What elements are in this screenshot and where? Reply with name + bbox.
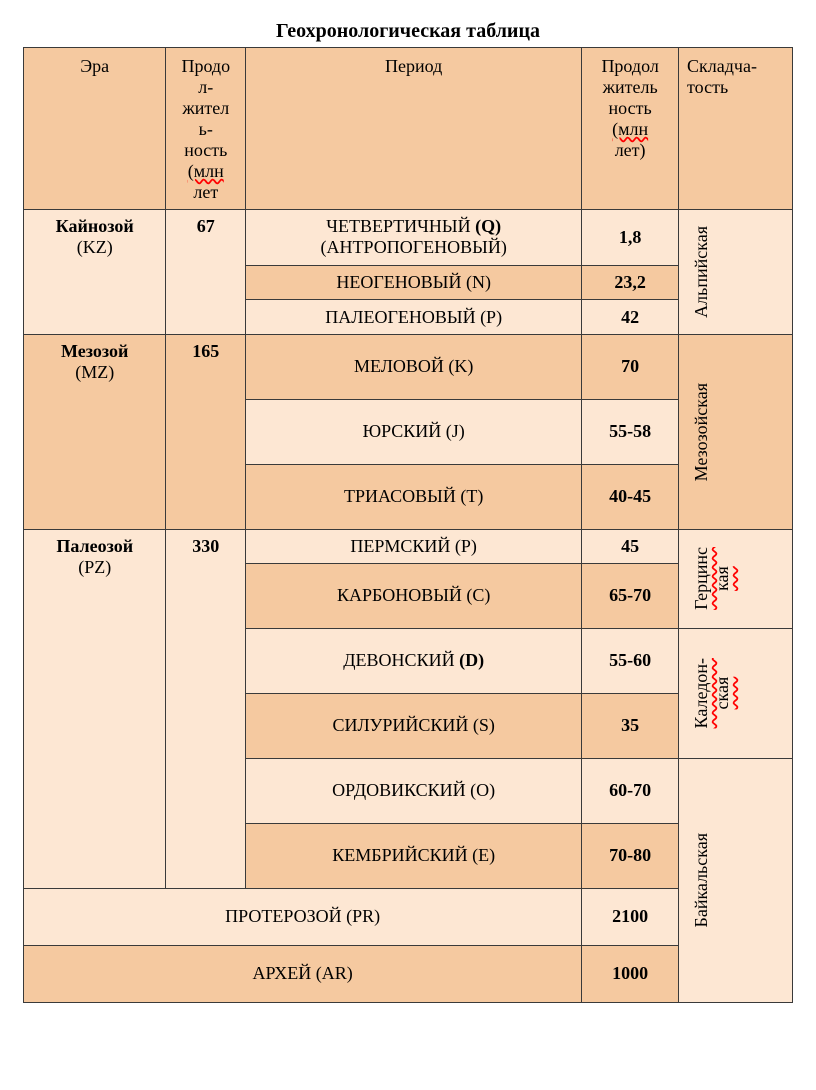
table-row: ПРОТЕРОЗОЙ (PR) 2100: [24, 888, 793, 945]
period-dur: 42: [582, 300, 679, 335]
th-dur2: Продол житель ность (млн лет): [582, 48, 679, 210]
geo-table: Эра Продо л- жител ь- ность (млн лет Пер…: [23, 47, 793, 1003]
period-cell: МЕЛОВОЙ (K): [246, 334, 582, 399]
period-cell: ПЕРМСКИЙ (P): [246, 529, 582, 563]
era-cell-kz: Кайнозой (KZ): [24, 210, 166, 335]
period-dur: 35: [582, 693, 679, 758]
period-cell: ЧЕТВЕРТИЧНЫЙ (Q) (АНТРОПОГЕНОВЫЙ): [246, 210, 582, 266]
fold-cell-bay: Байкальская: [679, 758, 793, 1002]
table-header-row: Эра Продо л- жител ь- ность (млн лет Пер…: [24, 48, 793, 210]
era-dur-kz: 67: [166, 210, 246, 335]
period-dur: 65-70: [582, 563, 679, 628]
period-cell-archei: АРХЕЙ (AR): [24, 945, 582, 1002]
period-cell: СИЛУРИЙСКИЙ (S): [246, 693, 582, 758]
period-cell: НЕОГЕНОВЫЙ (N): [246, 265, 582, 300]
period-cell: ОРДОВИКСКИЙ (O): [246, 758, 582, 823]
period-dur: 1000: [582, 945, 679, 1002]
period-cell-proterozoi: ПРОТЕРОЗОЙ (PR): [24, 888, 582, 945]
era-dur-mz: 165: [166, 334, 246, 529]
page-title: Геохронологическая таблица: [20, 20, 796, 43]
period-dur: 70-80: [582, 823, 679, 888]
th-period: Период: [246, 48, 582, 210]
period-dur: 55-58: [582, 399, 679, 464]
period-dur: 23,2: [582, 265, 679, 300]
fold-cell-kal: Каледон-ская: [679, 628, 793, 758]
fold-cell-mez: Мезозойская: [679, 334, 793, 529]
era-cell-pz: Палеозой (PZ): [24, 529, 166, 888]
period-dur: 70: [582, 334, 679, 399]
table-row: Мезозой (MZ) 165 МЕЛОВОЙ (K) 70 Мезозойс…: [24, 334, 793, 399]
period-dur: 1,8: [582, 210, 679, 266]
th-dur1: Продо л- жител ь- ность (млн лет: [166, 48, 246, 210]
period-dur: 2100: [582, 888, 679, 945]
period-cell: КАРБОНОВЫЙ (C): [246, 563, 582, 628]
th-fold: Складча- тость: [679, 48, 793, 210]
era-cell-mz: Мезозой (MZ): [24, 334, 166, 529]
th-era: Эра: [24, 48, 166, 210]
period-cell: ЮРСКИЙ (J): [246, 399, 582, 464]
period-cell: ПАЛЕОГЕНОВЫЙ (P): [246, 300, 582, 335]
period-dur: 45: [582, 529, 679, 563]
era-dur-pz: 330: [166, 529, 246, 888]
fold-cell-alp: Альпийская: [679, 210, 793, 335]
table-row: Палеозой (PZ) 330 ПЕРМСКИЙ (P) 45 Герцин…: [24, 529, 793, 563]
table-row: АРХЕЙ (AR) 1000: [24, 945, 793, 1002]
period-cell: ТРИАСОВЫЙ (T): [246, 464, 582, 529]
period-dur: 60-70: [582, 758, 679, 823]
fold-cell-ger: Герцинская: [679, 529, 793, 628]
period-dur: 55-60: [582, 628, 679, 693]
period-dur: 40-45: [582, 464, 679, 529]
period-cell: ДЕВОНСКИЙ (D): [246, 628, 582, 693]
period-cell: КЕМБРИЙСКИЙ (E): [246, 823, 582, 888]
table-row: Кайнозой (KZ) 67 ЧЕТВЕРТИЧНЫЙ (Q) (АНТРО…: [24, 210, 793, 266]
